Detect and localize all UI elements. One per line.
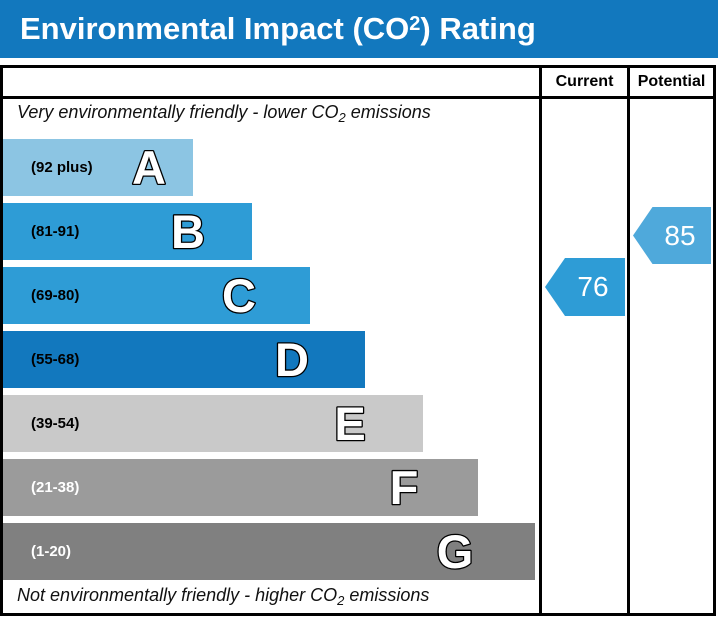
co2-subscript: 2 <box>409 13 421 35</box>
band-range-label: (69-80) <box>31 287 80 304</box>
rating-band: (1-20) G <box>3 523 535 580</box>
band-range-label: (39-54) <box>31 415 80 432</box>
svg-text:D: D <box>275 334 309 386</box>
rating-band: (55-68) D <box>3 331 365 388</box>
svg-text:F: F <box>390 462 419 514</box>
svg-text:A: A <box>132 142 166 194</box>
current-column-divider <box>539 68 542 613</box>
potential-rating-arrow: 85 <box>633 207 711 264</box>
top-note: Very environmentally friendly - lower CO… <box>17 102 431 125</box>
band-range-label: (21-38) <box>31 479 80 496</box>
band-letter: A <box>131 142 168 194</box>
potential-column-header: Potential <box>637 73 706 90</box>
bottom-note: Not environmentally friendly - higher CO… <box>17 585 430 608</box>
rating-table: Current Potential Very environmentally f… <box>0 65 716 616</box>
rating-band: (39-54) E <box>3 395 423 452</box>
chart-title: Environmental Impact (CO2) Rating <box>20 11 536 46</box>
band-range-label: (81-91) <box>31 223 80 240</box>
band-range-label: (1-20) <box>31 543 72 560</box>
rating-table-inner: Current Potential Very environmentally f… <box>3 68 713 613</box>
band-letter: B <box>170 206 207 258</box>
svg-text:B: B <box>171 206 205 258</box>
rating-band: (92 plus) A <box>3 139 193 196</box>
rating-band: (69-80) C <box>3 267 310 324</box>
header-row-border <box>3 96 713 99</box>
current-rating-value: 76 <box>577 271 609 302</box>
current-rating-arrow: 76 <box>545 258 625 316</box>
band-range-label: (55-68) <box>31 351 80 368</box>
rating-band: (81-91) B <box>3 203 252 260</box>
current-column-header: Current <box>555 73 614 90</box>
band-letter: F <box>388 462 419 514</box>
potential-column-divider <box>627 68 630 613</box>
band-letter: C <box>221 270 258 322</box>
rating-band: (21-38) F <box>3 459 478 516</box>
co2-subscript: 2 <box>338 110 346 125</box>
band-letter: G <box>435 526 474 578</box>
svg-text:E: E <box>334 398 365 450</box>
band-letter: E <box>333 398 367 450</box>
co2-subscript: 2 <box>337 593 345 608</box>
svg-text:G: G <box>437 526 474 578</box>
svg-text:C: C <box>222 270 256 322</box>
potential-rating-value: 85 <box>664 219 696 251</box>
band-letter: D <box>274 334 311 386</box>
band-range-label: (92 plus) <box>31 159 93 176</box>
chart-title-bar: Environmental Impact (CO2) Rating <box>0 0 718 58</box>
